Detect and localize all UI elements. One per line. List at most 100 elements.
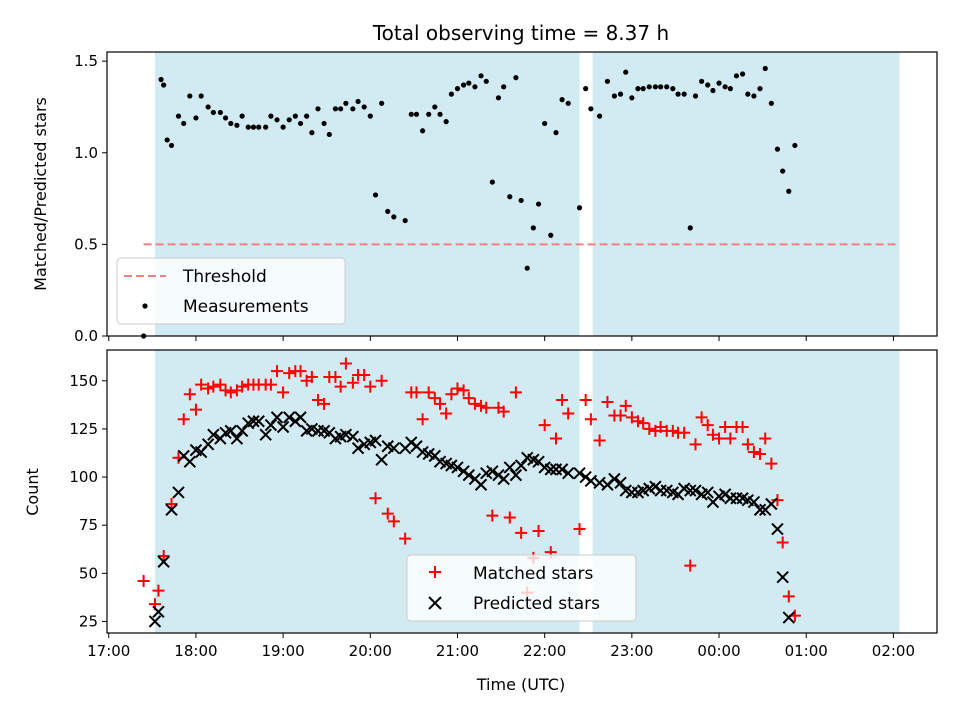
predicted-stars-point	[474, 478, 488, 491]
matched-stars-point	[451, 382, 464, 395]
y-tick-label: 100	[69, 468, 98, 486]
matched-stars-point	[601, 395, 614, 408]
matched-stars-point	[468, 397, 481, 410]
measurement-point	[168, 142, 175, 149]
matched-stars-point	[593, 434, 606, 447]
matched-stars-point	[480, 401, 493, 414]
matched-stars-point	[497, 405, 510, 418]
matched-stars-point	[684, 559, 697, 572]
measurement-point	[553, 130, 559, 136]
predicted-stars-point	[351, 441, 365, 455]
measurement-point	[692, 93, 699, 99]
measurement-point	[611, 93, 618, 99]
predicted-stars-point	[165, 503, 178, 516]
measurement-point	[466, 80, 472, 86]
measurement-point	[617, 91, 624, 97]
measurement-point	[372, 192, 379, 198]
predicted-stars-point	[753, 503, 767, 516]
matched-stars-point	[509, 386, 522, 399]
x-tick-label: 20:00	[349, 642, 392, 660]
measurement-point	[768, 100, 774, 106]
matched-stars-point	[236, 380, 249, 393]
measurements-legend-label: Measurements	[183, 297, 309, 317]
matched-stars-point	[538, 419, 551, 432]
x-tick-label: 19:00	[261, 642, 304, 660]
measurement-point	[274, 117, 280, 123]
predicted-stars-point	[514, 459, 528, 472]
matched-stars-point	[747, 446, 760, 459]
matched-stars-point	[387, 515, 400, 528]
matched-stars-point	[776, 536, 789, 549]
measurement-point	[635, 86, 641, 92]
matched-stars-point	[678, 426, 691, 439]
predicted-stars-point	[259, 428, 272, 441]
measurement-point	[304, 113, 310, 119]
matched-stars-point	[666, 424, 679, 437]
measurement-point	[472, 84, 478, 90]
measurement-point	[280, 124, 286, 130]
measurement-point	[792, 142, 798, 149]
measurement-point	[402, 217, 408, 224]
measurement-point	[193, 115, 199, 121]
predicted-stars-point	[562, 467, 575, 480]
measurement-point	[722, 84, 728, 90]
matched-stars-point	[334, 380, 347, 393]
predicted-stars-point	[689, 484, 702, 497]
predicted-stars-point	[346, 430, 360, 443]
measurement-point	[675, 91, 681, 97]
measurement-point	[426, 111, 432, 117]
predicted-stars-point	[148, 615, 162, 628]
measurement-point	[664, 84, 670, 90]
matched-stars-point	[475, 399, 488, 412]
y-tick-label: 125	[69, 420, 98, 438]
measurement-point	[432, 104, 438, 110]
predicted-stars-point	[614, 476, 627, 490]
predicted-stars-point	[555, 463, 569, 476]
predicted-stars-point	[276, 420, 290, 434]
y-tick-label: 25	[79, 612, 98, 630]
matched-stars-point	[264, 378, 277, 391]
measurement-point	[338, 106, 344, 112]
predicted-stars-point	[608, 472, 621, 486]
matched-stars-point	[619, 399, 632, 412]
matched-stars-point	[271, 365, 284, 378]
matched-stars-point	[550, 432, 563, 445]
matched-stars-point	[375, 374, 388, 387]
count-panel: 25 50 75 100 125 150 17:00 18:00 19:00 20:00 21:0…	[23, 349, 938, 694]
predicted-stars-point	[747, 495, 761, 509]
measurement-point	[699, 78, 705, 84]
predicted-stars-point	[283, 411, 296, 424]
chart-title: Total observing time = 8.37 h	[372, 21, 669, 45]
matched-stars-point	[556, 394, 569, 407]
matched-stars-point	[183, 388, 196, 401]
matched-stars-point	[462, 392, 475, 405]
measurement-point	[646, 84, 652, 90]
measurement-point	[385, 208, 391, 215]
measurement-point	[757, 86, 763, 92]
matched-stars-point	[311, 394, 324, 407]
measurement-point	[716, 80, 722, 86]
matched-stars-point	[695, 411, 708, 424]
measurement-point	[687, 225, 693, 231]
measurement-point	[391, 214, 397, 220]
predicted-stars-point	[486, 465, 499, 478]
matched-stars-point	[503, 511, 516, 524]
matched-stars-point	[637, 417, 650, 430]
measurement-point	[727, 86, 733, 92]
threshold-legend-label: Threshold	[182, 267, 267, 287]
ratio-y-axis-label: Matched/Predicted stars	[31, 97, 50, 291]
matched-legend-marker	[429, 566, 441, 578]
predicted-stars-point	[252, 415, 265, 428]
measurement-point	[217, 109, 223, 116]
predicted-stars-point	[451, 461, 464, 474]
measurement-point	[408, 111, 414, 117]
matched-stars-point	[277, 386, 290, 399]
measurement-point	[501, 84, 507, 90]
matched-stars-point	[754, 447, 767, 460]
count-legend: Matched stars Predicted stars	[406, 554, 637, 622]
count-y-axis-label: Count	[23, 468, 42, 516]
measurement-point	[210, 109, 216, 116]
predicted-stars-point	[270, 411, 284, 424]
measurement-point	[379, 100, 385, 106]
